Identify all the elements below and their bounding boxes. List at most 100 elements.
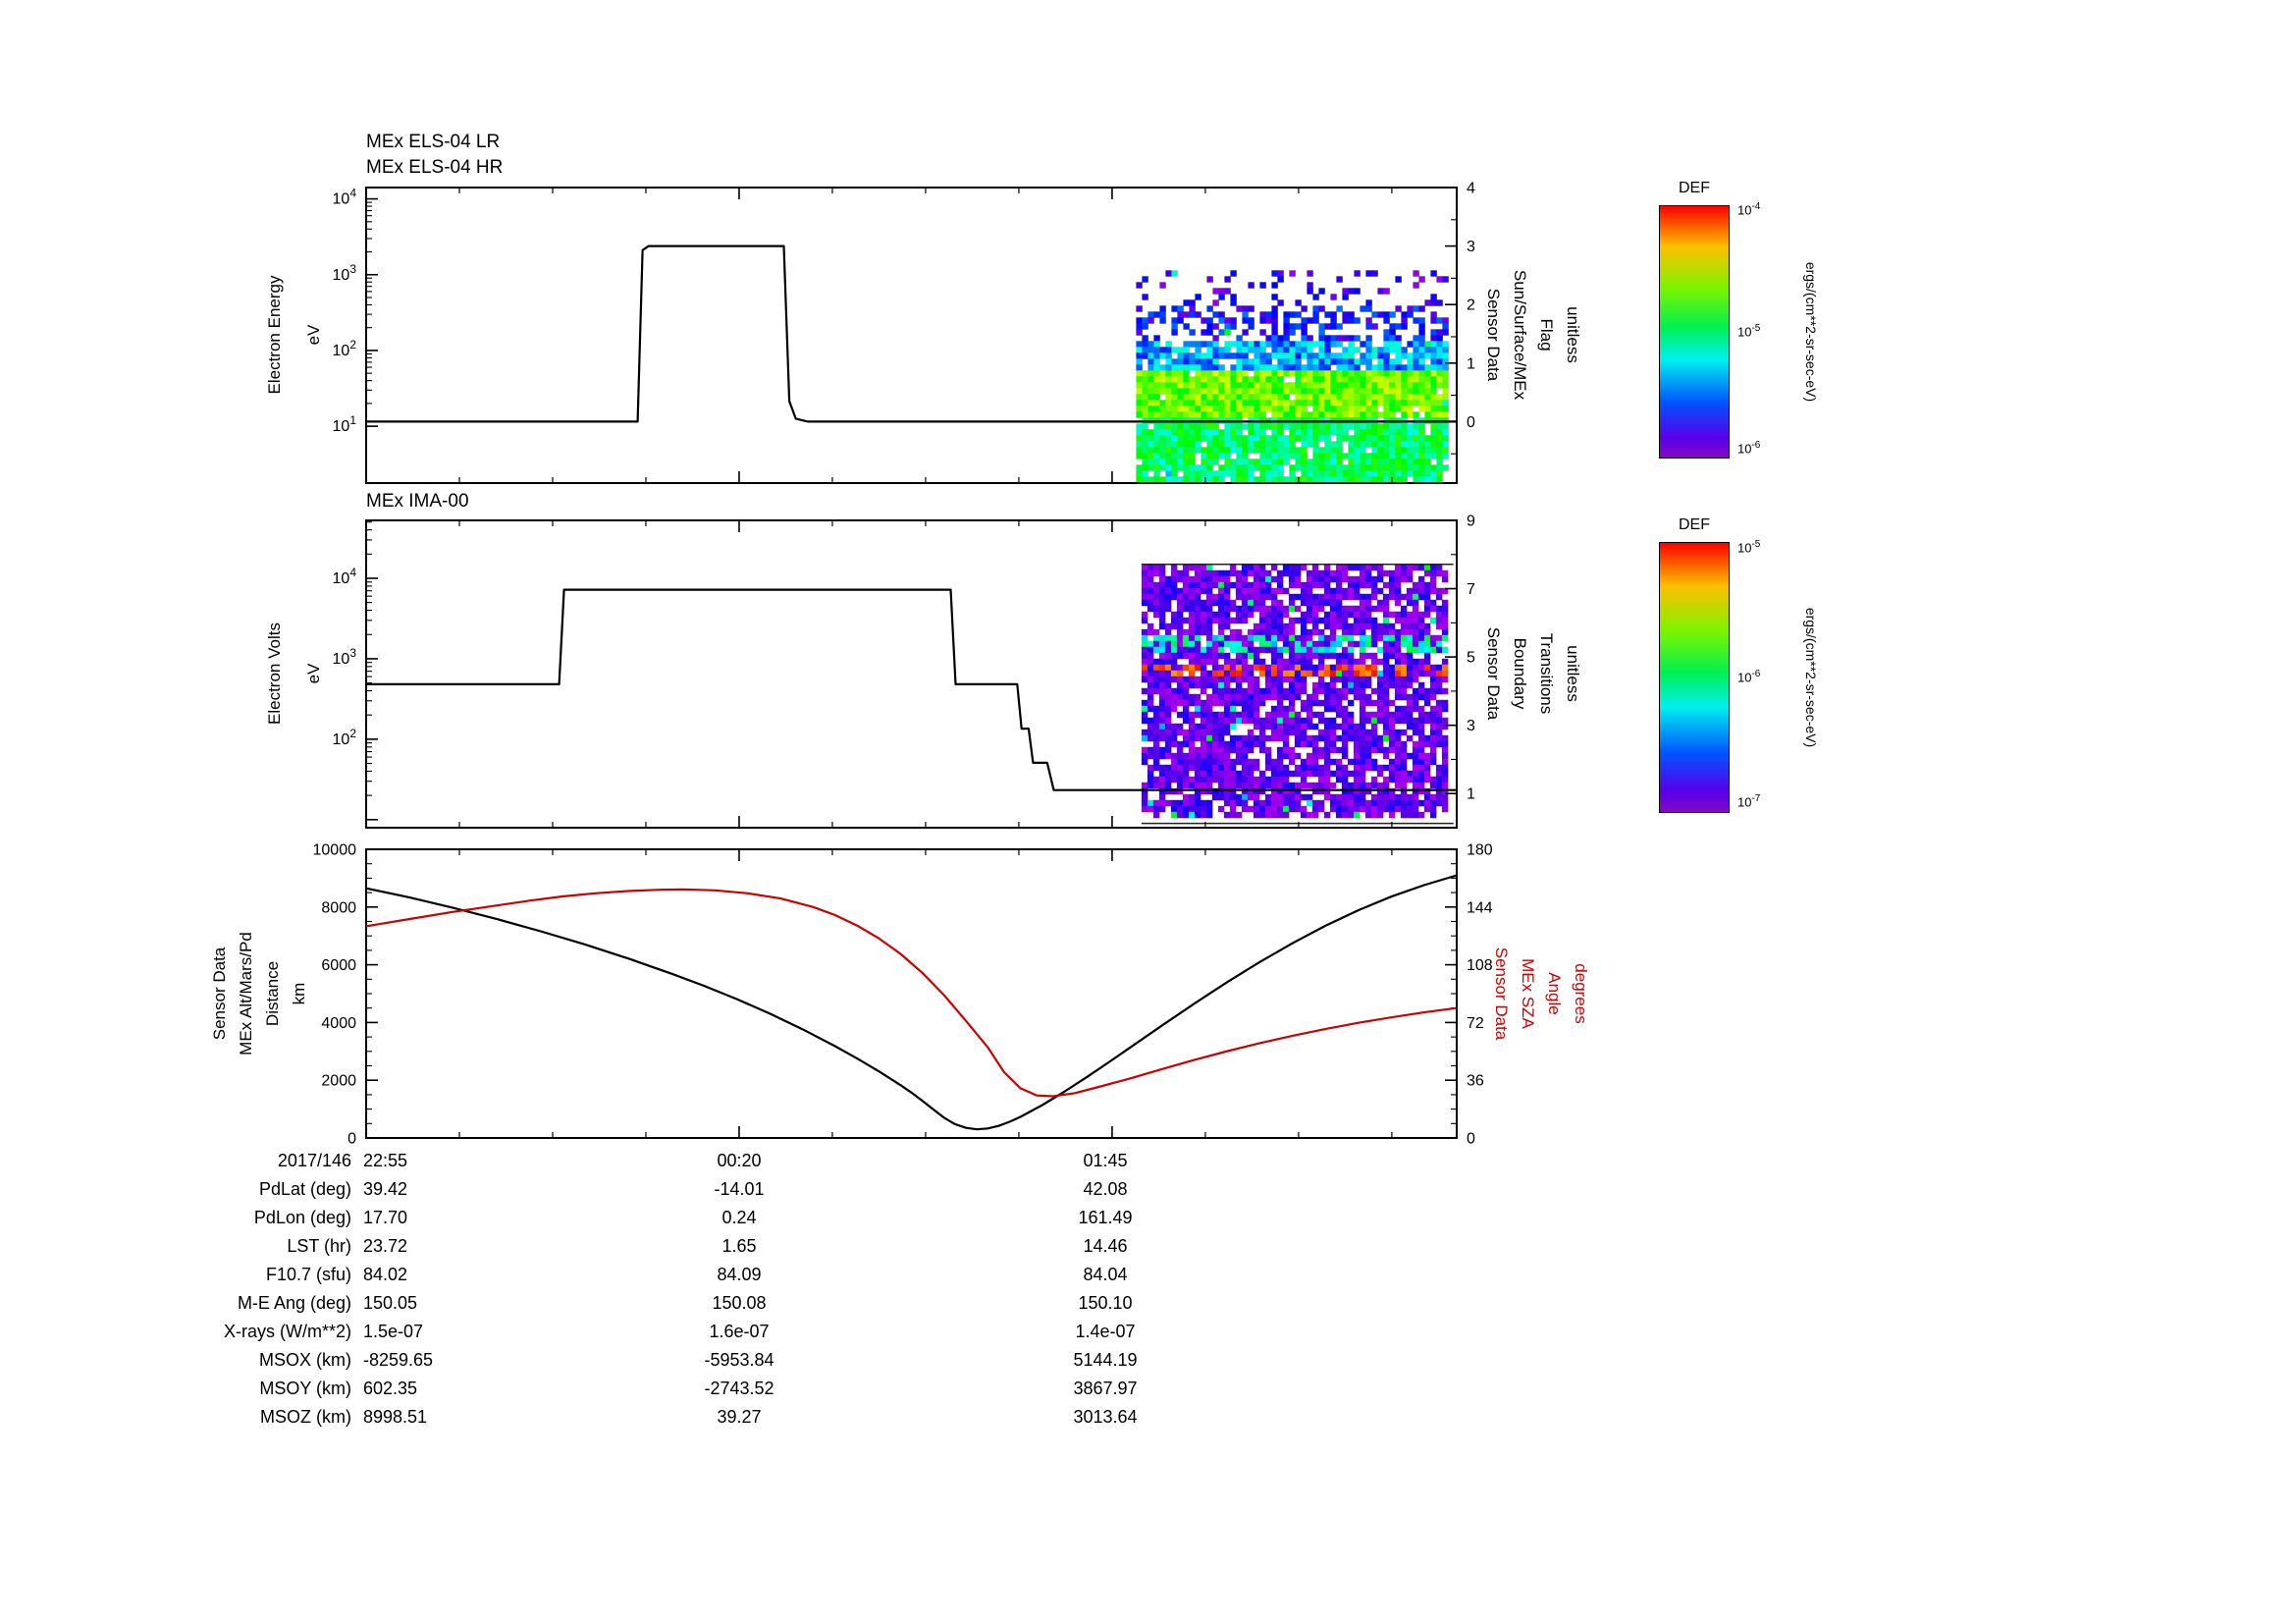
row-value: 84.09 (717, 1265, 762, 1284)
tick-label: 180 (1467, 842, 1493, 859)
series-boundary-flag (366, 588, 1457, 791)
table-row: 2017/146 22:55 00:20 01:45 (0, 1151, 2296, 1179)
table-row: X-rays (W/m**2) 1.5e-07 1.6e-07 1.4e-07 (0, 1322, 2296, 1350)
row-value: 3867.97 (1073, 1379, 1138, 1398)
tick-label: 1 (1467, 786, 1475, 803)
tick-label: 3 (1467, 718, 1475, 734)
tick-label: 0 (1467, 414, 1475, 431)
tick-label: 6000 (321, 957, 356, 974)
row-value: 84.02 (363, 1265, 408, 1284)
tick-label: 103 (333, 646, 357, 668)
row-value: 00:20 (717, 1151, 762, 1170)
row-value: 5144.19 (1073, 1350, 1138, 1370)
row-value: 39.27 (717, 1407, 762, 1427)
row-label: 2017/146 (277, 1151, 351, 1170)
row-label: M-E Ang (deg) (237, 1293, 351, 1313)
tick-label: 7 (1467, 581, 1475, 598)
row-value: 1.4e-07 (1075, 1322, 1136, 1341)
tick-label: 2 (1467, 298, 1475, 314)
row-value: 161.49 (1078, 1208, 1133, 1227)
table-row: F10.7 (sfu) 84.02 84.09 84.04 (0, 1265, 2296, 1293)
row-value: 150.10 (1078, 1293, 1133, 1313)
tick-label: 36 (1467, 1073, 1484, 1090)
tick-label: 9 (1467, 514, 1475, 530)
axis-label-line: Sensor Data (210, 947, 229, 1041)
tick-label: 5 (1467, 650, 1475, 667)
colorbar-2 (1659, 542, 1730, 813)
row-value: -14.01 (714, 1179, 765, 1199)
table-row: LST (hr) 23.72 1.65 14.46 (0, 1236, 2296, 1265)
row-label: LST (hr) (287, 1236, 351, 1256)
row-value: 1.6e-07 (709, 1322, 770, 1341)
row-value: 150.08 (712, 1293, 767, 1313)
row-value: 8998.51 (363, 1407, 428, 1427)
tick-label: 103 (333, 262, 357, 284)
tick-label: 144 (1467, 899, 1493, 916)
series-altitude-km (365, 874, 1458, 1131)
panel1-plot: 101 102 103 104 0 1 2 3 4 (333, 181, 1475, 484)
colorbar-tick-label: 10-5 (1737, 323, 1761, 340)
tick-label: 102 (333, 338, 357, 359)
axis-label-line: Angle (1545, 972, 1564, 1015)
panel3-right-axis-label: degrees Angle MEx SZA Sensor Data (1488, 650, 1594, 1337)
panel1-title-line1: MEx ELS-04 LR (366, 132, 501, 152)
colorbar-tick-label: 10-6 (1737, 669, 1761, 685)
panel1-title: MEx ELS-04 LR MEx ELS-04 HR (366, 130, 503, 181)
colorbar-tick-label: 10-5 (1737, 538, 1761, 555)
row-value: 14.46 (1083, 1236, 1128, 1256)
axis-label-line: km (290, 982, 308, 1005)
colorbar-1 (1659, 205, 1730, 459)
row-label: MSOY (km) (259, 1379, 351, 1398)
ephemeris-table: 2017/146 22:55 00:20 01:45 PdLat (deg) 39.42 -… (0, 1151, 2296, 1435)
colorbar-tick-label: 10-7 (1737, 792, 1761, 810)
axis-label-line: degrees (1572, 963, 1590, 1024)
series-sun-surface-flag (366, 244, 1457, 423)
tick-label: 72 (1467, 1015, 1484, 1032)
row-label: MSOZ (km) (260, 1407, 351, 1427)
panel2-plot: 102 103 104 1 3 5 7 9 (333, 514, 1475, 829)
row-value: -5953.84 (704, 1350, 774, 1370)
table-row: PdLat (deg) 39.42 -14.01 42.08 (0, 1179, 2296, 1208)
row-value: 1.65 (721, 1236, 757, 1256)
row-value: 602.35 (363, 1379, 418, 1398)
table-row: MSOZ (km) 8998.51 39.27 3013.64 (0, 1407, 2296, 1435)
colorbar-tick-label: 10-6 (1737, 439, 1761, 456)
table-row: MSOY (km) 602.35 -2743.52 3867.97 (0, 1379, 2296, 1407)
axis-label-line: Distance (263, 960, 282, 1027)
tick-label: 0 (347, 1131, 356, 1148)
tick-label: 1 (1467, 355, 1475, 372)
axis-label-line: Sensor Data (1492, 947, 1511, 1041)
row-label: MSOX (km) (259, 1350, 351, 1370)
panel2-title: MEx IMA-00 (366, 489, 469, 514)
row-value: 23.72 (363, 1236, 408, 1256)
colorbar1-title: DEF (1679, 180, 1710, 196)
colorbar2-title: DEF (1679, 516, 1710, 533)
row-value: 84.04 (1083, 1265, 1128, 1284)
axis-label-line: ergs/(cm**2-sr-sec-eV) (1803, 607, 1819, 748)
tick-label: 101 (333, 413, 357, 435)
row-value: -2743.52 (704, 1379, 774, 1398)
tick-label: 4000 (321, 1015, 356, 1032)
tick-label: 8000 (321, 899, 356, 916)
tick-label: 2000 (321, 1073, 356, 1090)
row-value: 01:45 (1083, 1151, 1128, 1170)
panel2-title-line: MEx IMA-00 (366, 491, 469, 512)
row-value: -8259.65 (363, 1350, 434, 1370)
row-value: 1.5e-07 (363, 1322, 424, 1341)
axis-label-line: MEx SZA (1519, 958, 1537, 1029)
panel1-title-line2: MEx ELS-04 HR (366, 157, 504, 178)
tick-label: 104 (333, 566, 357, 587)
row-label: PdLat (deg) (258, 1179, 351, 1199)
row-value: 22:55 (363, 1151, 408, 1170)
row-label: PdLon (deg) (253, 1208, 351, 1227)
tick-label: 4 (1467, 181, 1475, 197)
table-row: M-E Ang (deg) 150.05 150.08 150.10 (0, 1293, 2296, 1322)
tick-label: 3 (1467, 239, 1475, 255)
row-value: 3013.64 (1073, 1407, 1138, 1427)
row-value: 150.05 (363, 1293, 418, 1313)
row-value: 17.70 (363, 1208, 408, 1227)
panel3-yaxis-label: Sensor Data MEx Alt/Mars/Pd Distance km (206, 650, 312, 1337)
panel3-plot: 0 2000 4000 6000 8000 10000 0 36 72 108 144 180 (313, 842, 1493, 1148)
